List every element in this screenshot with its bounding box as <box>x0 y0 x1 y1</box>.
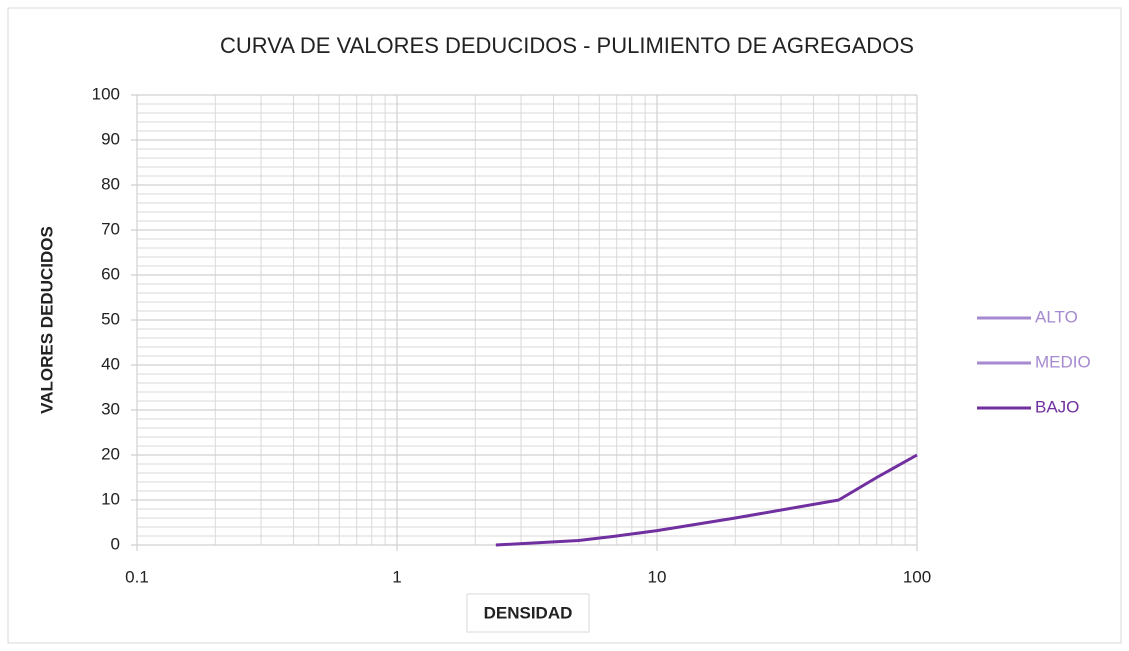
legend-label: BAJO <box>1035 397 1079 416</box>
chart-frame <box>7 7 1122 644</box>
x-tick-label: 0.1 <box>125 567 149 586</box>
y-tick-label: 50 <box>101 309 120 328</box>
y-tick-label: 60 <box>101 264 120 283</box>
y-tick-label: 80 <box>101 174 120 193</box>
x-label-box <box>466 593 590 633</box>
x-tick-label: 10 <box>648 567 667 586</box>
y-tick-label: 40 <box>101 354 120 373</box>
y-tick-label: 70 <box>101 219 120 238</box>
legend-label: ALTO <box>1035 307 1078 326</box>
y-tick-label: 10 <box>101 489 120 508</box>
y-tick-label: 90 <box>101 129 120 148</box>
x-tick-label: 1 <box>392 567 401 586</box>
y-tick-label: 100 <box>92 84 120 103</box>
y-tick-label: 30 <box>101 399 120 418</box>
chart-title: CURVA DE VALORES DEDUCIDOS - PULIMIENTO … <box>220 33 914 58</box>
y-tick-label: 0 <box>111 534 120 553</box>
x-tick-label: 100 <box>903 567 931 586</box>
legend-label: MEDIO <box>1035 352 1091 371</box>
series-line <box>495 453 918 547</box>
x-axis-label: DENSIDAD <box>484 603 573 622</box>
y-tick-label: 20 <box>101 444 120 463</box>
y-axis-label: VALORES DEDUCIDOS <box>37 226 56 414</box>
